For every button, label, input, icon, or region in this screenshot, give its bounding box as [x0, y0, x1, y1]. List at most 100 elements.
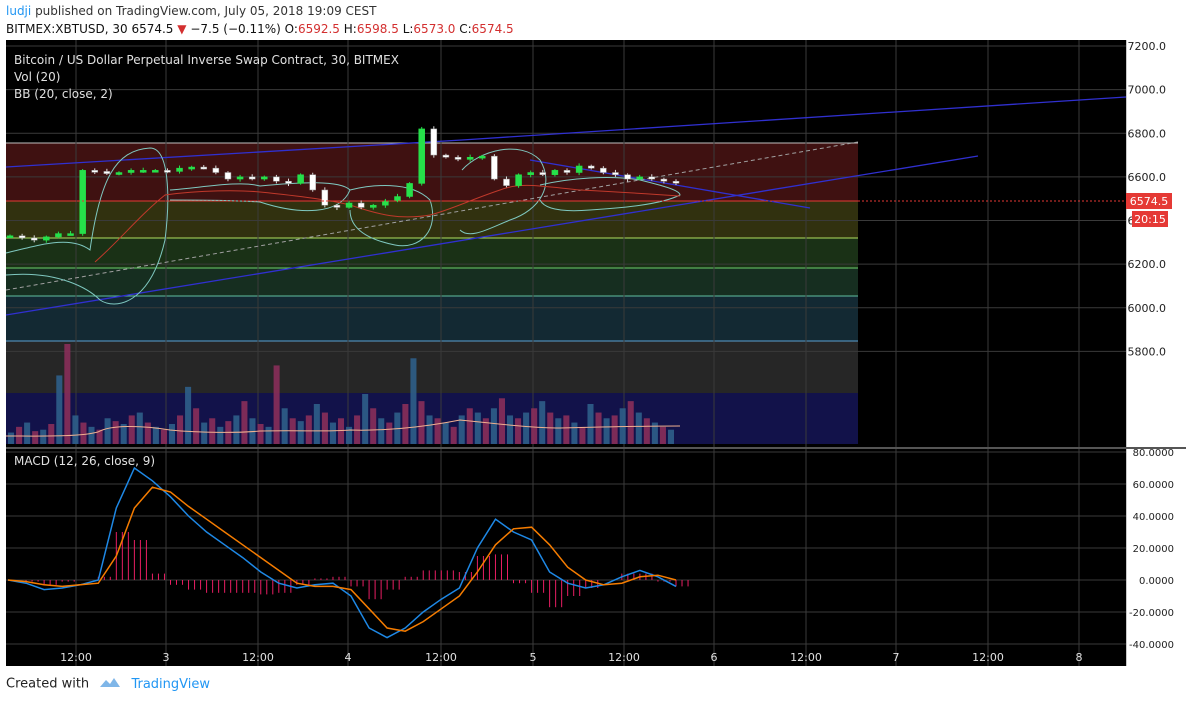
volume-bar: [659, 426, 666, 444]
zone-grey: [6, 341, 858, 393]
candle-body: [103, 171, 111, 174]
candle-body: [261, 176, 268, 180]
macd-tick: 0.0000: [1139, 576, 1174, 587]
time-tick: 12:00: [790, 651, 822, 664]
trendline: [5, 155, 979, 316]
volume-bar: [531, 408, 538, 444]
zone-blue: [6, 296, 858, 341]
symbol-line: BITMEX:XBTUSD, 30 6574.5 ▼ −7.5 (−0.11%)…: [6, 22, 514, 36]
candle-body: [236, 176, 244, 180]
candle-body: [152, 170, 159, 173]
volume-bar: [217, 426, 224, 444]
price-axis[interactable]: 7200.07000.06800.06600.06400.06200.06000…: [1128, 40, 1175, 651]
volume-bar: [160, 429, 167, 444]
volume-bar: [185, 386, 192, 444]
candle-body: [454, 156, 462, 160]
candle-body: [176, 167, 183, 172]
volume-ma: [5, 419, 681, 437]
volume-bar: [643, 418, 650, 444]
volume-bar: [434, 418, 441, 444]
volume-bar: [152, 426, 159, 444]
candle-body: [345, 202, 353, 208]
candle-body: [503, 178, 510, 186]
author-link[interactable]: ludji: [6, 4, 32, 18]
volume-legend: Vol (20): [14, 70, 60, 84]
price-tick: 6000.0: [1128, 302, 1167, 315]
volume-bar: [402, 404, 409, 444]
zone-darkgreen: [6, 238, 858, 268]
volume-bar: [571, 422, 578, 444]
candle-body: [224, 172, 232, 180]
time-tick: 12:00: [972, 651, 1004, 664]
volume-bar: [193, 408, 200, 444]
volume-bar: [523, 412, 530, 444]
candle-body: [600, 167, 607, 173]
time-tick: 3: [163, 651, 170, 664]
volume-bar: [88, 426, 95, 444]
trendline: [5, 139, 463, 168]
time-axis[interactable]: 12:00 3 12:00 4 12:00 5 12:00 6 12:00 7 12:00 8: [60, 651, 1082, 664]
candle-body: [430, 128, 438, 156]
price-tick: 6200.0: [1128, 258, 1167, 271]
candle-body: [297, 174, 304, 184]
volume-bar: [603, 418, 610, 444]
publish-line: ludji published on TradingView.com, July…: [6, 4, 376, 18]
macd-pane: [7, 466, 689, 639]
volume-bar: [104, 418, 111, 444]
candle-body: [139, 170, 147, 173]
macd-tick: 80.0000: [1133, 448, 1174, 459]
volume-bar: [281, 408, 288, 444]
macd-legend: MACD (12, 26, close, 9): [14, 454, 155, 468]
price-tick: 7200.0: [1128, 40, 1167, 53]
candle-body: [479, 155, 486, 159]
candle-body: [55, 233, 62, 238]
volume-bar: [555, 418, 562, 444]
candle-body: [612, 172, 619, 175]
volume-bar: [313, 404, 320, 444]
volume-bar: [273, 365, 280, 444]
candles: [6, 126, 680, 243]
volume-bar: [539, 401, 546, 444]
volume-bar: [321, 412, 328, 444]
candle-body: [660, 178, 668, 182]
macd-tick: 40.0000: [1133, 512, 1174, 523]
volume-bar: [337, 418, 345, 444]
volume-bar: [120, 424, 127, 444]
time-tick: 4: [345, 651, 352, 664]
low-value: 6573.0: [413, 22, 456, 36]
price-change: −7.5 (−0.11%): [190, 22, 281, 36]
low-label: L:: [402, 22, 414, 36]
candle-body: [466, 156, 474, 160]
candle-body: [6, 235, 14, 239]
candle-body: [79, 170, 86, 234]
candle-body: [127, 170, 135, 173]
high-label: H:: [343, 22, 357, 36]
volume-bar: [128, 415, 135, 444]
price-tag-text: 6574.5: [1130, 195, 1169, 208]
volume-bar: [265, 426, 272, 444]
close-value: 6574.5: [471, 22, 514, 36]
volume-bar: [362, 394, 369, 444]
bb-envelope: [349, 185, 434, 247]
volume-bar: [482, 418, 489, 444]
volume-bar: [667, 429, 674, 444]
candle-body: [587, 165, 595, 169]
volume-bar: [48, 424, 55, 444]
volume-bar: [177, 415, 184, 444]
candle-body: [624, 174, 631, 180]
volume-bar: [297, 421, 304, 444]
macd-tick: -20.0000: [1129, 608, 1174, 619]
volume-bar: [595, 412, 602, 444]
open-label: O:: [284, 22, 298, 36]
tradingview-link[interactable]: TradingView: [131, 676, 210, 692]
volume-bar: [305, 415, 312, 444]
time-tick: 5: [530, 651, 537, 664]
tradingview-logo-icon[interactable]: [99, 676, 121, 692]
volume-bar: [378, 418, 385, 444]
time-tick: 8: [1076, 651, 1083, 664]
volume-bar: [466, 408, 473, 444]
candle-body: [30, 237, 38, 241]
publish-text: published on TradingView.com, July 05, 2…: [35, 4, 377, 18]
bb-legend: BB (20, close, 2): [14, 87, 113, 101]
